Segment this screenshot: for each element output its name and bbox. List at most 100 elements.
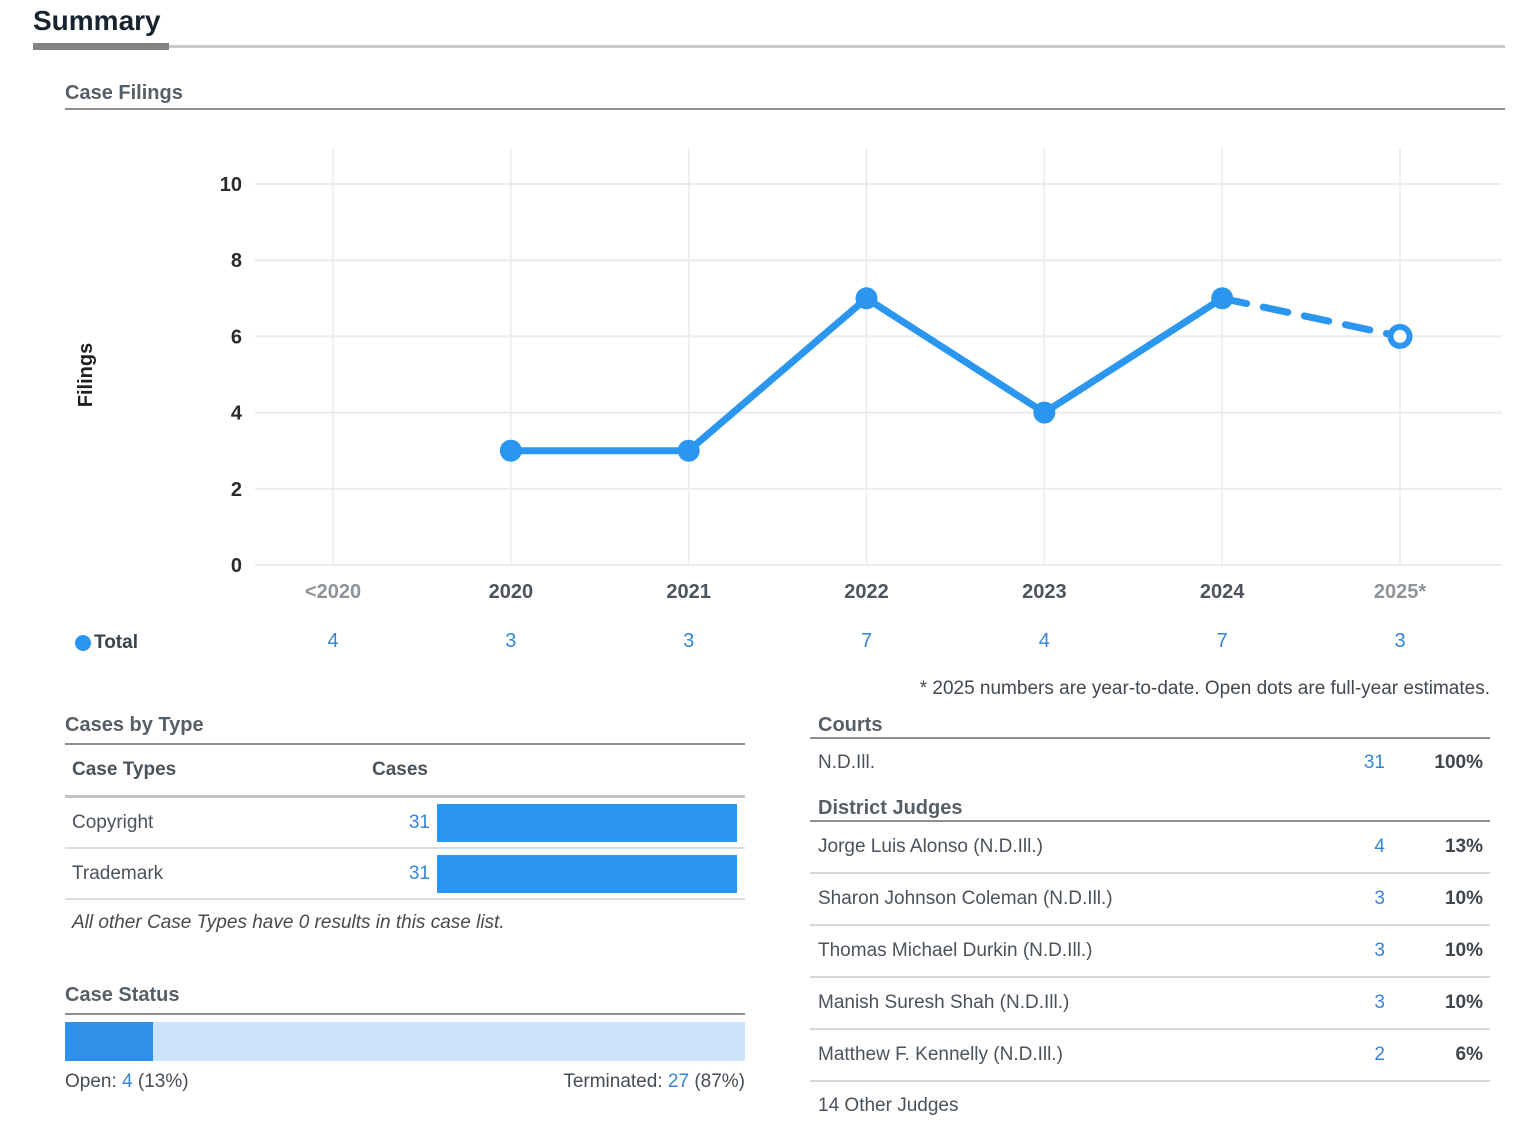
case-filings-divider	[65, 108, 1505, 110]
data-point-estimate-open	[1387, 323, 1413, 349]
court-count-link[interactable]: 31	[1363, 752, 1385, 773]
judge-pct: 6%	[1455, 1044, 1483, 1065]
status-open-segment	[65, 1022, 154, 1061]
filings-total-2025[interactable]: 3	[1394, 630, 1406, 652]
cases-by-type-section: Cases by Type Case Types Cases Copyright…	[65, 714, 745, 934]
y-axis-tick-label: 6	[231, 326, 242, 348]
district-judges-divider	[810, 820, 1490, 822]
judge-name: Jorge Luis Alonso (N.D.Ill.)	[818, 836, 1043, 857]
case-status-labels: Open: 4 (13%) Terminated: 27 (87%)	[65, 1071, 745, 1093]
judge-pct: 10%	[1444, 992, 1483, 1013]
table-row-copyright: Copyright 31	[65, 798, 745, 849]
x-axis-label: 2025*	[1374, 581, 1426, 603]
data-point	[1033, 401, 1056, 424]
district-judges-heading: District Judges	[818, 797, 963, 819]
x-axis-label: 2023	[1022, 581, 1067, 603]
terminated-pct-text: (87%)	[694, 1071, 745, 1092]
filings-total-2020[interactable]: 3	[505, 630, 517, 652]
total-series-label: Total	[94, 632, 138, 653]
data-point	[677, 439, 700, 462]
judge-name: Thomas Michael Durkin (N.D.Ill.)	[818, 940, 1093, 961]
case-status-heading: Case Status	[65, 984, 180, 1006]
cases-by-type-header: Case Types Cases	[65, 745, 745, 798]
cases-by-type-divider	[65, 743, 745, 745]
courts-heading: Courts	[818, 714, 883, 736]
case-filings-chart: 0 2 4 6 8 10 Filings <2020 2020 2021 2022 2023 2024 2…	[75, 148, 1502, 603]
case-type-label: Copyright	[72, 811, 154, 833]
data-point	[499, 439, 522, 462]
judge-count-link[interactable]: 3	[1374, 888, 1385, 909]
judge-pct: 13%	[1444, 836, 1483, 857]
judge-count-link[interactable]: 4	[1374, 836, 1385, 857]
cases-by-type-heading: Cases by Type	[65, 714, 204, 736]
filings-total-2023[interactable]: 4	[1038, 630, 1050, 652]
x-axis-label: 2022	[844, 581, 889, 603]
filings-total-2021[interactable]: 3	[683, 630, 695, 652]
series-line	[863, 294, 1048, 417]
cases-by-type-note: All other Case Types have 0 results in t…	[72, 912, 505, 933]
x-axis-label: 2021	[666, 581, 711, 603]
judge-count-link[interactable]: 2	[1374, 1044, 1385, 1065]
case-type-label: Trademark	[72, 862, 164, 884]
y-axis-tick-label: 0	[231, 555, 242, 577]
open-count-link[interactable]: 4	[122, 1071, 133, 1092]
data-point	[855, 287, 878, 310]
judge-row: Jorge Luis Alonso (N.D.Ill.) 4 13%	[810, 822, 1490, 874]
courts-divider	[810, 737, 1490, 739]
x-axis-label: <2020	[305, 581, 361, 603]
chart-legend: Total	[75, 630, 138, 656]
open-pct-text: (13%)	[137, 1071, 189, 1092]
y-axis-tick-label: 8	[231, 250, 242, 272]
page-title: Summary	[33, 5, 161, 36]
total-series-dot-icon	[75, 635, 91, 651]
y-axis-tick-label: 10	[220, 174, 242, 196]
court-name: N.D.Ill.	[818, 752, 875, 773]
judge-count-link[interactable]: 3	[1374, 940, 1385, 961]
judge-row: Thomas Michael Durkin (N.D.Ill.) 3 10%	[810, 926, 1490, 978]
filings-total-2024[interactable]: 7	[1216, 630, 1228, 652]
table-row-trademark: Trademark 31	[65, 849, 745, 900]
filings-total-2020[interactable]: 4	[327, 630, 339, 652]
series-line-estimated	[1218, 294, 1404, 340]
judge-count-link[interactable]: 3	[1374, 992, 1385, 1013]
chart-values-row: Total 4 3 3 7 4 7 3	[0, 630, 1539, 660]
title-divider	[33, 43, 1505, 50]
data-point	[1211, 287, 1234, 310]
case-type-count-link[interactable]: 31	[408, 811, 430, 833]
judge-row: Matthew F. Kennelly (N.D.Ill.) 2 6%	[810, 1030, 1490, 1082]
x-axis-label: 2024	[1200, 581, 1245, 603]
status-terminated-segment	[153, 1022, 745, 1061]
judge-pct: 10%	[1444, 940, 1483, 961]
case-type-bar	[437, 803, 737, 842]
column-header-cases: Cases	[372, 759, 428, 780]
case-type-count-link[interactable]: 31	[408, 862, 430, 884]
case-status-divider	[65, 1013, 745, 1015]
chart-footnote: * 2025 numbers are year-to-date. Open do…	[919, 678, 1490, 699]
open-status-label: Open: 4 (13%)	[65, 1071, 189, 1093]
y-axis-title: Filings	[75, 343, 97, 407]
judge-name: Manish Suresh Shah (N.D.Ill.)	[818, 992, 1070, 1013]
judge-pct: 10%	[1444, 888, 1483, 909]
series-line	[1040, 294, 1226, 417]
title-divider-accent	[33, 43, 169, 50]
terminated-status-label: Terminated: 27 (87%)	[563, 1071, 745, 1093]
judge-row: Manish Suresh Shah (N.D.Ill.) 3 10%	[810, 978, 1490, 1030]
other-judges-footer: 14 Other Judges	[818, 1095, 959, 1116]
terminated-label-text: Terminated:	[563, 1071, 663, 1092]
judge-row: Sharon Johnson Coleman (N.D.Ill.) 3 10%	[810, 874, 1490, 926]
series-line	[685, 294, 870, 455]
court-row: N.D.Ill. 31 100%	[810, 739, 1490, 787]
case-status-section: Case Status Open: 4 (13%) Terminated: 27…	[65, 984, 745, 1093]
terminated-count-link[interactable]: 27	[667, 1071, 690, 1092]
filings-total-2022[interactable]: 7	[860, 630, 873, 652]
column-header-case-types: Case Types	[72, 759, 177, 780]
open-label-text: Open:	[65, 1071, 117, 1092]
y-axis-tick-label: 4	[231, 403, 243, 425]
title-divider-line	[33, 45, 1505, 48]
y-axis-tick-label: 2	[231, 479, 242, 501]
judge-name: Matthew F. Kennelly (N.D.Ill.)	[818, 1044, 1063, 1065]
case-type-bar	[437, 854, 737, 893]
case-filings-heading: Case Filings	[65, 82, 183, 104]
case-status-bar	[65, 1022, 745, 1061]
